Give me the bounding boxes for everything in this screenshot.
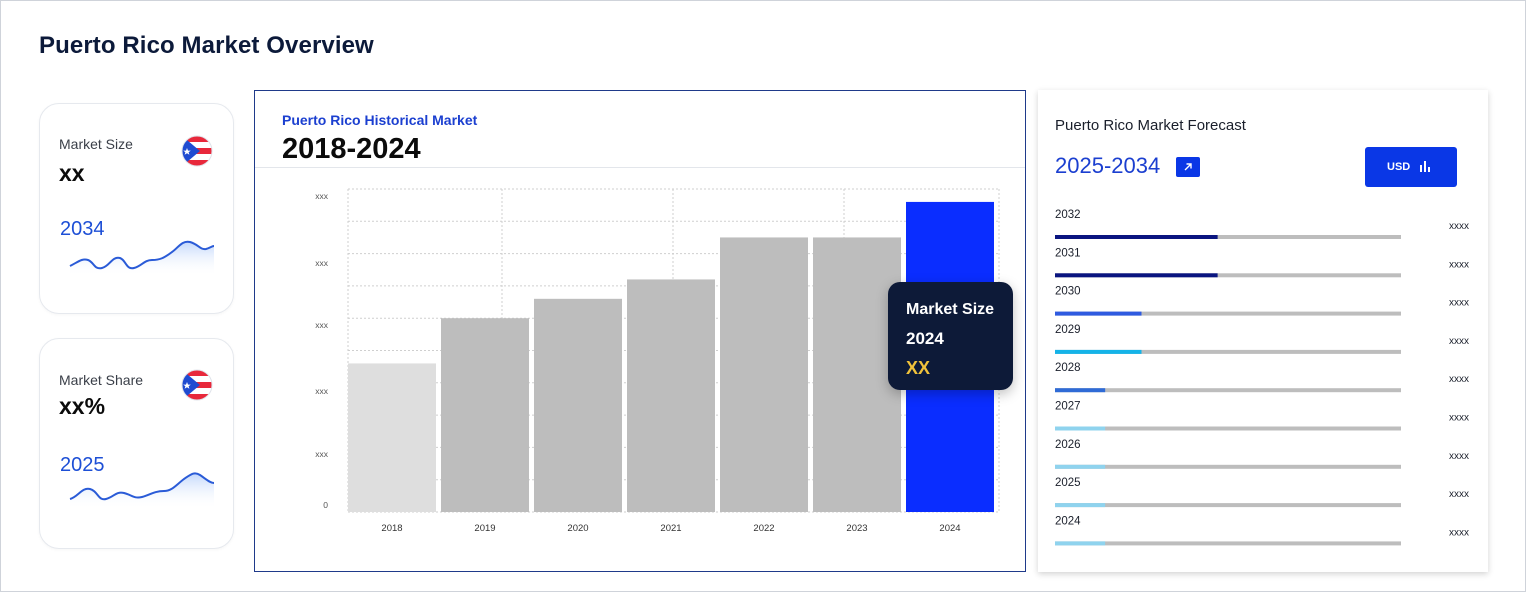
forecast-value: xxxx (1449, 336, 1469, 347)
forecast-track (1055, 311, 1401, 316)
forecast-value: xxxx (1449, 374, 1469, 385)
forecast-panel: Puerto Rico Market Forecast 2025-2034 US… (1038, 90, 1488, 572)
forecast-year-label: 2028 (1055, 362, 1081, 374)
forecast-row[interactable]: 2025 xxxx (1055, 477, 1469, 508)
x-tick-label: 2023 (846, 523, 867, 534)
x-tick-label: 2022 (753, 523, 774, 534)
historical-market-panel: Puerto Rico Historical Market 2018-2024 … (254, 90, 1026, 572)
forecast-bar-list: 2032 xxxx 2031 xxxx 2030 xxxx 2029 xxxx 2028 xxxx… (1055, 209, 1469, 546)
y-tick-label: 0 (323, 500, 328, 510)
x-tick-label: 2019 (474, 523, 495, 534)
forecast-fill (1055, 311, 1142, 316)
bar-2023[interactable] (813, 237, 901, 512)
forecast-track (1055, 541, 1401, 546)
forecast-year-label: 2029 (1055, 324, 1081, 336)
forecast-track (1055, 235, 1401, 239)
forecast-row[interactable]: 2026 xxxx (1055, 439, 1469, 469)
bar-2019[interactable] (441, 318, 529, 512)
market-size-sparkline (69, 240, 215, 276)
bar-2022[interactable] (720, 237, 808, 512)
market-share-card[interactable]: Market Share xx% 2025 (39, 338, 234, 549)
forecast-row[interactable]: 2030 xxxx (1055, 286, 1469, 316)
forecast-track (1055, 388, 1401, 393)
forecast-fill (1055, 426, 1106, 431)
forecast-year-label: 2024 (1055, 515, 1081, 527)
forecast-value: xxxx (1449, 259, 1469, 270)
forecast-fill (1055, 235, 1218, 239)
currency-button[interactable]: USD (1365, 147, 1457, 187)
forecast-value: xxxx (1449, 527, 1469, 538)
y-tick-label: xxx (315, 386, 329, 396)
market-share-label: Market Share (59, 372, 144, 388)
tooltip-value: XX (906, 358, 931, 378)
external-link-button[interactable] (1176, 157, 1200, 177)
forecast-track (1055, 273, 1401, 278)
forecast-row[interactable]: 2029 xxxx (1055, 324, 1469, 354)
page-title: Puerto Rico Market Overview (39, 32, 374, 59)
arrow-up-right-icon (1184, 163, 1192, 171)
forecast-fill (1055, 388, 1106, 393)
bar-2020[interactable] (534, 298, 622, 512)
forecast-track (1055, 464, 1401, 469)
currency-label: USD (1387, 161, 1411, 173)
forecast-title: Puerto Rico Market Forecast (1055, 117, 1246, 134)
forecast-fill (1055, 464, 1106, 469)
market-size-value: xx (59, 160, 85, 186)
market-share-year: 2025 (60, 454, 105, 476)
market-size-year: 2034 (60, 218, 105, 240)
forecast-year-label: 2026 (1055, 439, 1081, 451)
forecast-track (1055, 503, 1401, 508)
bar-2021[interactable] (627, 279, 715, 512)
forecast-row[interactable]: 2032 xxxx (1055, 209, 1469, 239)
forecast-row[interactable]: 2031 xxxx (1055, 247, 1469, 278)
forecast-year-label: 2031 (1055, 247, 1081, 259)
market-share-value: xx% (59, 393, 106, 419)
forecast-track (1055, 349, 1401, 354)
forecast-row[interactable]: 2028 xxxx (1055, 362, 1469, 393)
forecast-fill (1055, 273, 1218, 278)
y-tick-label: xxx (315, 449, 329, 459)
market-share-sparkline (69, 472, 215, 509)
historical-title: 2018-2024 (282, 133, 421, 165)
divider (255, 167, 1025, 168)
tooltip-year: 2024 (906, 329, 944, 348)
market-size-card[interactable]: Market Size xx 2034 (39, 103, 234, 314)
y-tick-label: xxx (315, 191, 329, 201)
forecast-row[interactable]: 2027 xxxx (1055, 401, 1469, 431)
bar-chart-icon (1420, 161, 1430, 172)
chart-tooltip: Market Size 2024 XX (888, 282, 1013, 390)
forecast-value: xxxx (1449, 298, 1469, 309)
forecast-value: xxxx (1449, 451, 1469, 462)
forecast-row[interactable]: 2024 xxxx (1055, 515, 1469, 546)
y-tick-label: xxx (315, 258, 329, 268)
tooltip-label: Market Size (906, 301, 995, 318)
forecast-value: xxxx (1449, 221, 1469, 232)
forecast-fill (1055, 349, 1142, 354)
x-tick-label: 2024 (939, 523, 960, 534)
forecast-year-label: 2032 (1055, 209, 1081, 221)
forecast-value: xxxx (1449, 489, 1469, 500)
y-tick-label: xxx (315, 320, 329, 330)
x-tick-label: 2021 (660, 523, 681, 534)
forecast-year-label: 2027 (1055, 401, 1081, 413)
x-tick-label: 2020 (567, 523, 588, 534)
bar-2018[interactable] (348, 363, 436, 512)
x-tick-label: 2018 (381, 523, 402, 534)
forecast-year-label: 2025 (1055, 477, 1081, 489)
forecast-fill (1055, 541, 1106, 546)
puerto-rico-flag-icon (181, 135, 213, 167)
forecast-year-label: 2030 (1055, 286, 1081, 298)
forecast-range: 2025-2034 (1055, 153, 1161, 178)
puerto-rico-flag-icon (181, 369, 213, 401)
forecast-value: xxxx (1449, 413, 1469, 424)
market-size-label: Market Size (59, 136, 133, 152)
forecast-track (1055, 426, 1401, 431)
historical-subtitle: Puerto Rico Historical Market (282, 112, 478, 128)
forecast-fill (1055, 503, 1106, 508)
